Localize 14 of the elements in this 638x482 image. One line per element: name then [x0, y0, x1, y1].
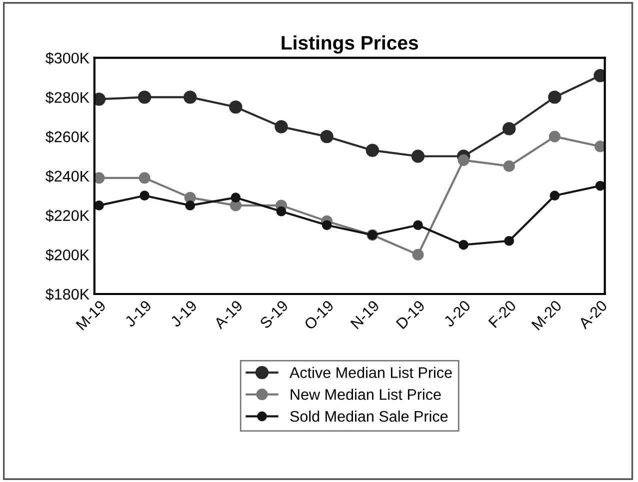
y-tick-label: $220K	[46, 210, 90, 222]
y-tick-label: $280K	[46, 91, 90, 104]
y-tick-label: $260K	[46, 130, 90, 144]
x-tick-label: J-19	[170, 300, 198, 328]
y-tick-label: $180K	[46, 288, 90, 301]
y-tick-label: $300K	[46, 52, 90, 64]
x-tick-label: J-20	[442, 300, 472, 328]
legend-label: New Median List Price	[290, 388, 441, 400]
x-tick-label: J-19	[124, 300, 152, 328]
legend-label: Sold Median Sale Price	[290, 410, 448, 422]
y-tick-label: $240K	[46, 170, 90, 183]
y-tick-label: $200K	[46, 248, 90, 262]
legend-label: Active Median List Price	[290, 366, 452, 378]
chart-title: Listings Prices	[282, 35, 418, 54]
